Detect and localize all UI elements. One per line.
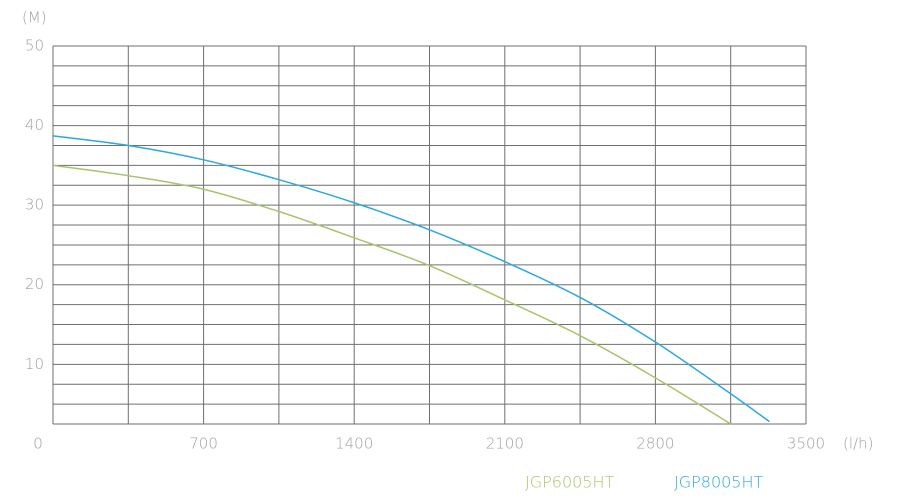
y-tick-label: 10 [25, 355, 44, 373]
y-tick-label: 20 [25, 275, 44, 293]
x-tick-label: 700 [189, 435, 218, 453]
legend-entry: JGP8005HT [674, 473, 764, 492]
y-tick-label: 50 [25, 37, 44, 55]
x-tick-label: 3500 [787, 435, 825, 453]
x-unit: (l/h) [843, 435, 873, 453]
x-tick-label: 1400 [335, 435, 373, 453]
series-line [52, 135, 770, 423]
y-tick-label: 40 [25, 116, 44, 134]
y-unit: (M) [22, 9, 47, 27]
x-tick-label: 0 [33, 435, 43, 453]
y-tick-label: 30 [25, 196, 44, 214]
x-tick-label: 2800 [636, 435, 674, 453]
legend-entry: JGP6005HT [525, 473, 615, 492]
x-tick-label: 2100 [486, 435, 524, 453]
series-line [52, 164, 732, 425]
